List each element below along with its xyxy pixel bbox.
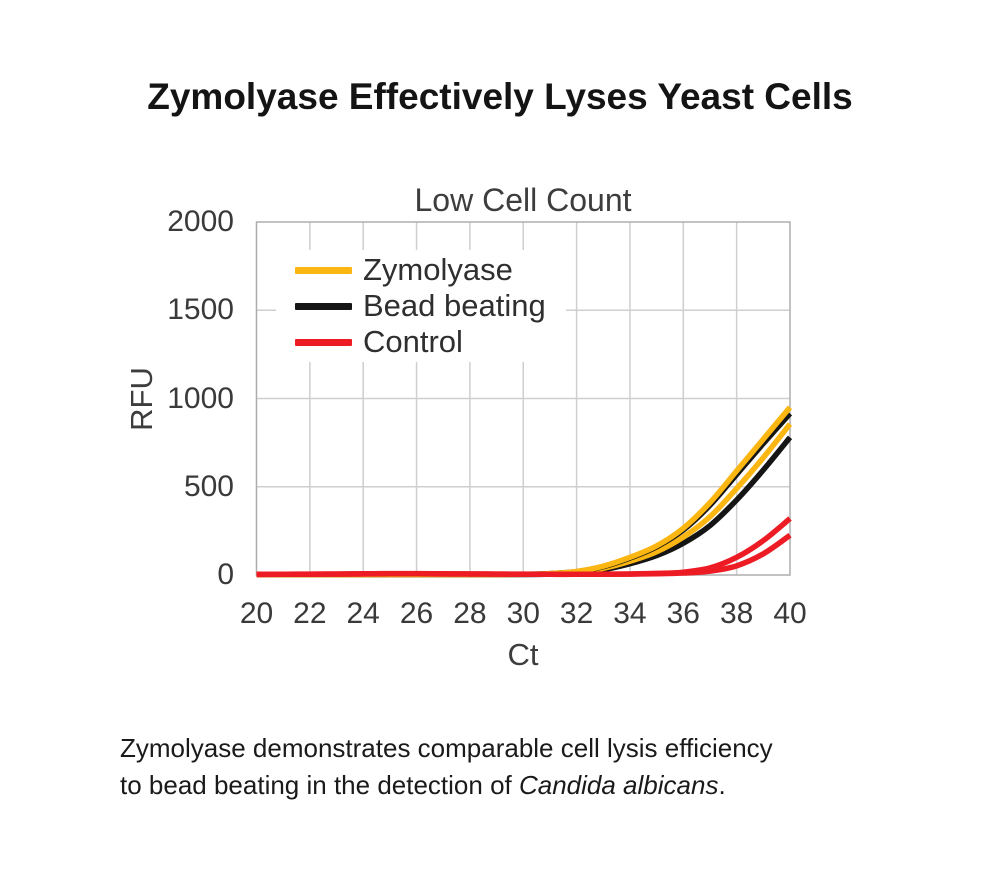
bead-beating-line-swatch [295,302,352,310]
x-tick-label: 30 [506,597,540,630]
y-tick-label: 0 [217,558,234,591]
legend-label: Bead beating [363,288,546,323]
legend-item-bead-beating: Bead beating [276,288,566,324]
legend-item-zymolyase: Zymolyase [276,252,566,288]
x-tick-label: 36 [666,597,700,630]
species-name: Candida albicans [518,770,719,800]
legend: Zymolyase Bead beating Control [276,250,566,362]
control-line-swatch [295,338,352,346]
x-tick-label: 28 [453,597,487,630]
caption: Zymolyase demonstrates comparable cell l… [120,730,910,804]
x-tick-label: 32 [559,597,594,630]
caption-line1: Zymolyase demonstrates comparable cell l… [120,733,773,763]
x-tick-label: 34 [613,597,647,630]
legend-item-control: Control [276,324,566,360]
y-tick-label: 2000 [167,205,234,238]
y-tick-label: 500 [183,469,234,503]
chart-title: Low Cell Count [414,182,632,218]
caption-line2: to bead beating in the detection of Cand… [120,770,726,800]
x-tick-label: 40 [773,597,807,630]
x-tick-label: 22 [293,597,327,630]
x-tick-label: 24 [346,597,380,630]
x-tick-label: 20 [239,597,274,630]
x-tick-label: 38 [719,597,754,630]
x-axis-label: Ct [507,637,539,672]
legend-label: Zymolyase [363,252,513,287]
y-tick-label: 1000 [167,381,234,415]
y-tick-label: 1500 [167,293,234,327]
x-tick-label: 26 [399,597,434,630]
legend-label: Control [363,324,463,359]
zymolyase-line-swatch [295,266,352,274]
page-title: Zymolyase Effectively Lyses Yeast Cells [147,76,853,117]
